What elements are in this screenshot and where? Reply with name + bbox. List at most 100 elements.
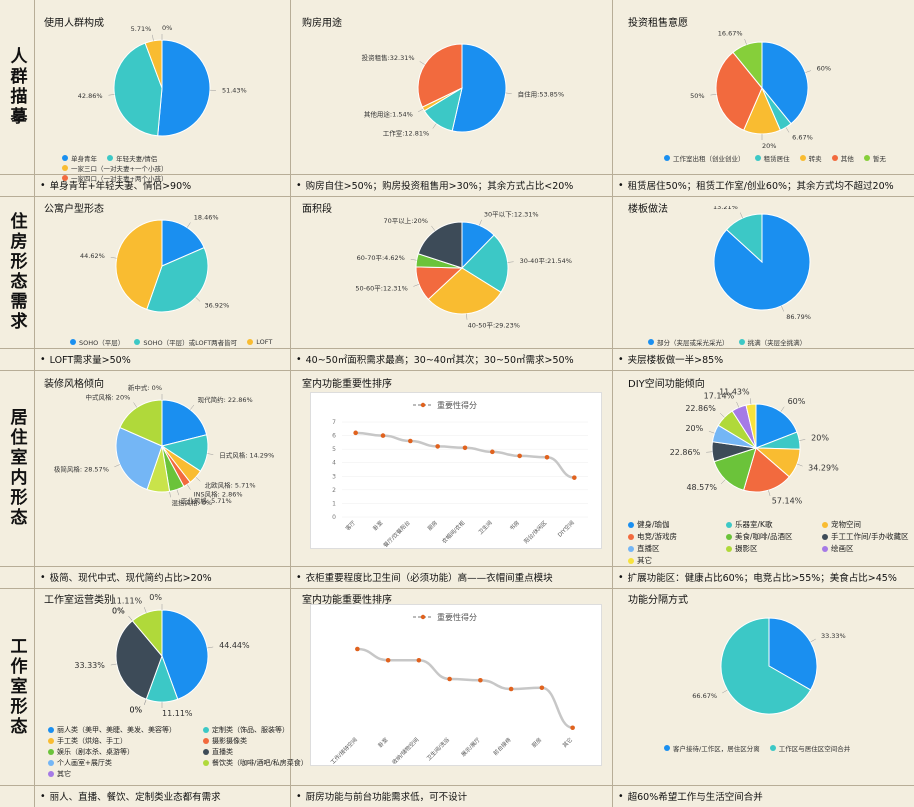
data-label: 11.11% — [162, 709, 193, 718]
leader-line — [781, 305, 785, 312]
pie-slice — [725, 213, 763, 264]
leader-line — [768, 490, 771, 497]
data-point — [380, 433, 386, 438]
conclusion: • 购房自住>50%；购房投资租售用>30%；其余方式占比<20% — [296, 179, 574, 193]
legend: 健身/瑜伽 乐器室/K歌 宠物空间 电竞/游戏房 美食/咖啡/品酒区 手工工作间… — [628, 519, 909, 566]
data-point — [408, 438, 413, 444]
leader-line — [417, 108, 424, 113]
leader-line — [110, 663, 117, 666]
data-label: 60% — [788, 397, 806, 406]
data-label: 22.86% — [685, 404, 716, 413]
data-label: 工业风格: 5.71% — [181, 496, 232, 505]
leader-line — [708, 430, 715, 434]
section-label-studio: 工作室形态 — [6, 636, 27, 737]
leader-line — [466, 313, 468, 320]
data-label: 22.86% — [670, 448, 701, 457]
y-tick-label: 4 — [332, 460, 336, 467]
x-tick-label: 工作/接待空间 — [328, 736, 358, 764]
data-point — [572, 475, 577, 480]
leader-line — [413, 284, 420, 287]
pie-slice — [742, 447, 790, 493]
data-label: 50-60平:12.31% — [355, 285, 407, 293]
y-tick-label: 2 — [332, 487, 336, 494]
data-label: 0% — [112, 607, 125, 616]
data-label: 0% — [129, 706, 142, 715]
data-point — [435, 444, 440, 449]
y-tick-label: 5 — [332, 446, 336, 453]
x-tick-label: 卧室 — [371, 518, 385, 532]
leader-line — [207, 453, 214, 455]
data-label: 5.71% — [131, 25, 152, 33]
pie-slice — [417, 221, 463, 269]
data-label: 36.92% — [204, 301, 229, 309]
conclusion: • 厨房功能与前台功能需求低，可不设计 — [296, 790, 468, 804]
chart-title: 室内功能重要性排序 — [302, 379, 392, 390]
data-point — [508, 686, 514, 692]
pie-chart-decoration-style: 现代简约: 22.86% 日式风格: 14.29% 北欧风格: 5.71%INS风格… — [54, 383, 274, 507]
conclusion: • 衣柜重要程度比卫生间（必须功能）高——衣帽间重点模块 — [296, 571, 553, 585]
leader-line — [720, 479, 726, 485]
leader-line — [805, 70, 812, 73]
pie-slice — [720, 617, 812, 715]
leader-line — [479, 219, 482, 226]
chart-title: 工作室运营类别 — [44, 595, 114, 606]
pie-chart-floor-slab: 86.79% 13.21% — [713, 206, 811, 321]
leader-line — [176, 489, 180, 496]
x-tick-label: 阳台/休闲区 — [522, 518, 549, 545]
pie-chart-area-range: 30平以下:12.31% 30-40平:21.54% 40-50平:29.23% 50… — [355, 210, 572, 330]
leader-line — [143, 699, 147, 705]
leader-line — [744, 38, 747, 45]
pie-chart-unit-form: 18.46% 36.92% 44.62% — [80, 213, 229, 313]
x-tick-label: 卫生间/洗浴 — [425, 735, 452, 762]
conclusion: • 40~50㎡面积需求最高；30~40㎡其次；30~50㎡需求>50% — [296, 353, 574, 367]
data-label: 自住用:53.85% — [518, 89, 564, 98]
x-tick-label: 收纳/储物空间 — [390, 736, 420, 764]
legend: 单身青年 年轻夫妻/情侣 一家三口（一对夫妻+一个小孩） 一家四口（一对夫妻+两… — [62, 153, 282, 183]
x-tick-label: DIY空间 — [556, 519, 576, 539]
leader-line — [143, 607, 147, 613]
leader-line — [114, 464, 120, 468]
data-label: 0% — [162, 24, 172, 32]
pie-chart-diy-space: 60%20%34.29%57.14%48.57%22.86%20%22.86%1… — [670, 387, 839, 505]
data-label: 60-70平:4.62% — [357, 254, 405, 262]
pie-slice — [715, 51, 763, 131]
leader-line — [750, 398, 752, 405]
data-label: 现代简约: 22.86% — [198, 395, 253, 404]
leader-line — [419, 61, 425, 65]
pie-slice — [417, 43, 463, 108]
chart-title: 公寓户型形态 — [44, 204, 104, 215]
data-label: 日式风格: 14.29% — [219, 451, 274, 460]
data-label: 60% — [817, 65, 831, 73]
leader-line — [186, 222, 191, 228]
leader-line — [796, 463, 803, 467]
leader-line — [432, 123, 437, 129]
pie-chart-purchase-purpose: 自住用:53.85% 工作室:12.81% 其他用途:1.54% 投资租售:32.31… — [362, 43, 564, 137]
data-label: 34.29% — [808, 463, 839, 472]
leader-line — [152, 34, 154, 41]
legend-label: 重要性得分 — [437, 400, 477, 410]
data-point — [490, 449, 495, 455]
leader-line — [719, 412, 725, 418]
chart-title: DIY空间功能倾向 — [628, 379, 705, 390]
data-label: 0% — [112, 607, 125, 616]
data-label: INS风格: 2.86% — [194, 490, 243, 499]
pie-slice — [427, 267, 502, 315]
leader-line — [190, 404, 195, 410]
leader-line — [785, 127, 790, 133]
data-label: 混搭风格: 0% — [172, 498, 213, 507]
leader-line — [186, 484, 191, 490]
pie-slice — [451, 43, 507, 133]
leader-line — [507, 261, 514, 263]
conclusion: • 丽人、直播、餐饮、定制类业态都有需求 — [40, 790, 221, 804]
data-label: 66.67% — [692, 692, 717, 700]
data-point — [353, 430, 358, 436]
legend-marker — [420, 614, 426, 620]
data-label: 33.33% — [821, 632, 846, 640]
data-label: 投资租售:32.31% — [362, 53, 415, 62]
series-line — [355, 431, 575, 479]
pie-chart-user-groups: 51.43% 42.86% 5.71% 0% — [78, 24, 247, 137]
data-point — [544, 454, 550, 460]
y-tick-label: 1 — [332, 500, 336, 507]
data-label: 40-50平:29.23% — [468, 322, 520, 330]
y-tick-label: 6 — [332, 433, 336, 440]
